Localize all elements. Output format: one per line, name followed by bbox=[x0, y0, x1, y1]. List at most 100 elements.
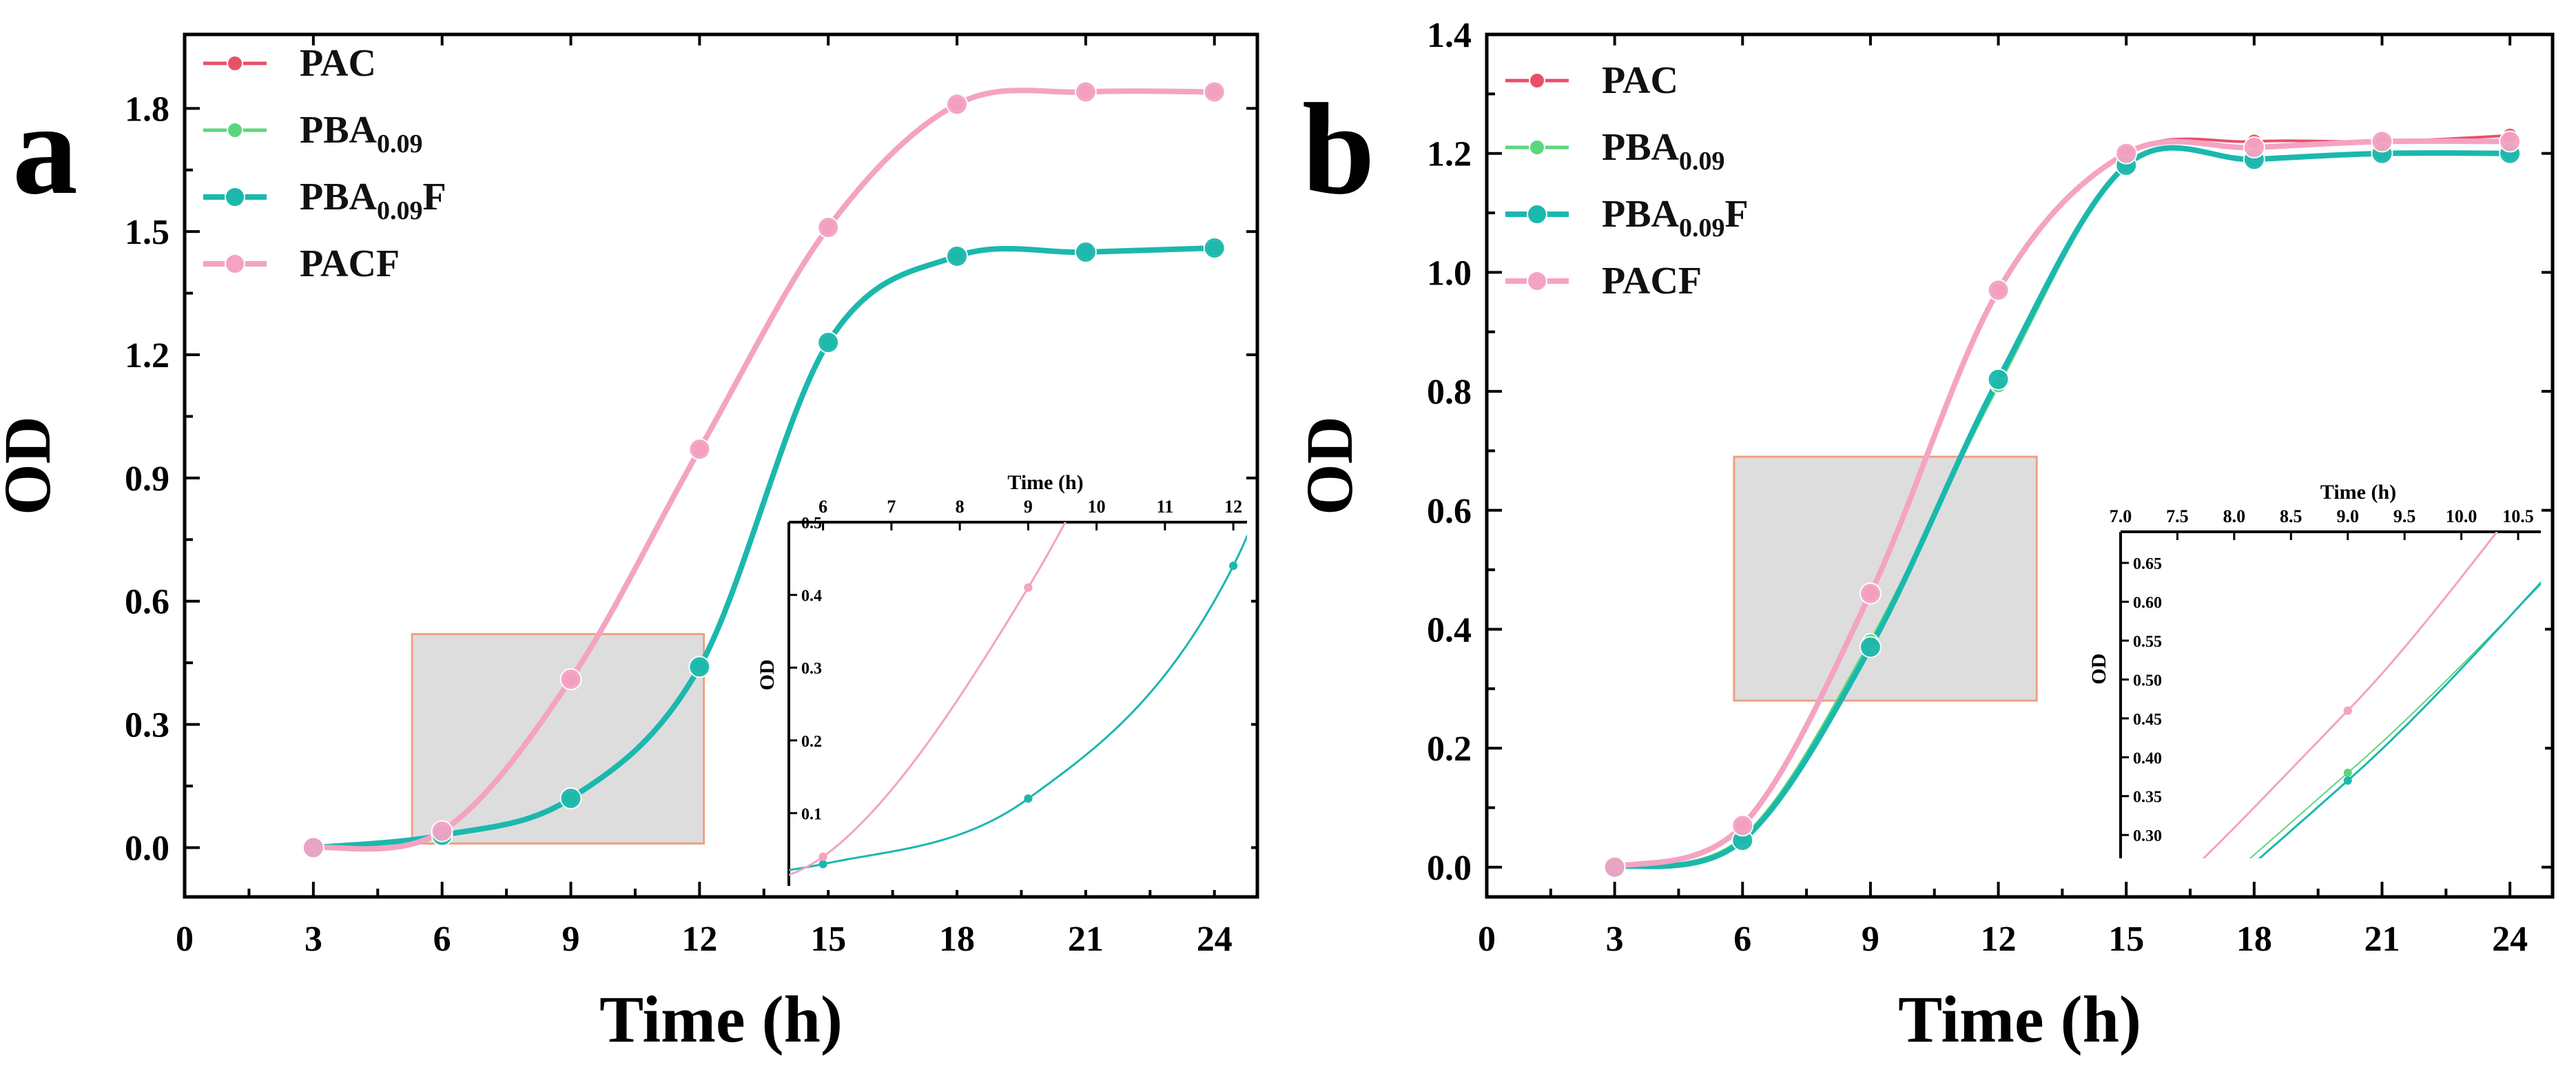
y-tick-label: 0.0 bbox=[1427, 849, 1472, 888]
y-tick-label: 0.9 bbox=[125, 459, 169, 499]
y-tick-label: 0.6 bbox=[125, 583, 169, 622]
x-tick-label: 0 bbox=[1478, 920, 1496, 959]
data-point bbox=[817, 331, 840, 354]
data-point bbox=[2115, 142, 2138, 165]
inset-y-axis-title: OD bbox=[2088, 654, 2110, 685]
inset-x-tick-label: 12 bbox=[1224, 497, 1242, 517]
data-point bbox=[559, 668, 582, 691]
inset-y-tick-label: 0.5 bbox=[801, 515, 822, 532]
inset-x-tick-label: 7.5 bbox=[2166, 506, 2189, 526]
data-point bbox=[1603, 856, 1626, 878]
inset-y-tick-label: 0.65 bbox=[2133, 555, 2162, 573]
inset-x-tick-label: 9 bbox=[1024, 497, 1033, 517]
legend-entry-PAC: PAC bbox=[1602, 59, 1678, 102]
inset-x-tick-label: 7.0 bbox=[2110, 506, 2132, 526]
inset-x-tick-label: 9.0 bbox=[2336, 506, 2359, 526]
data-point bbox=[1987, 279, 2010, 302]
x-tick-label: 15 bbox=[2108, 920, 2144, 959]
data-point bbox=[2499, 130, 2522, 153]
inset-y-tick-label: 0.30 bbox=[2133, 827, 2162, 845]
inset-data-point bbox=[1024, 583, 1033, 592]
inset-y-tick-label: 0.4 bbox=[801, 588, 822, 606]
inset-x-tick-label: 6 bbox=[818, 497, 827, 517]
inset-plot: 7.0 7.5 8.0 8.5 9.0 9.5 10.0 10.5 0.30 0.35 0.40 0.… bbox=[2088, 481, 2545, 862]
inset-data-point bbox=[2343, 706, 2352, 715]
plot-frame bbox=[1485, 32, 2555, 899]
data-point bbox=[817, 216, 840, 239]
inset-y-tick-label: 0.2 bbox=[801, 733, 822, 751]
series-line-PBA0.09F bbox=[310, 245, 1217, 851]
inset-data-point bbox=[1229, 561, 1238, 570]
legend-marker bbox=[225, 254, 245, 274]
inset-plot: 6 7 8 9 10 11 12 0.1 0.2 0.3 0.4 0.5 Time (h) OD bbox=[756, 471, 1251, 890]
panel-letter: b bbox=[1302, 77, 1375, 222]
y-tick-label: 1.2 bbox=[1427, 135, 1472, 174]
inset-x-tick-label: 9.5 bbox=[2393, 506, 2416, 526]
x-tick-label: 6 bbox=[1733, 920, 1751, 959]
data-point bbox=[1731, 814, 1754, 837]
data-point bbox=[946, 245, 969, 267]
panel-letter: a bbox=[12, 77, 78, 222]
y-tick-label: 0.0 bbox=[125, 829, 169, 868]
data-point bbox=[431, 820, 453, 842]
x-tick-label: 18 bbox=[939, 920, 975, 959]
inset-data-point bbox=[2343, 776, 2352, 785]
data-point bbox=[1859, 582, 1882, 605]
data-point bbox=[1859, 636, 1882, 659]
data-point bbox=[2243, 136, 2265, 159]
inset-y-tick-label: 0.55 bbox=[2133, 633, 2162, 651]
legend-marker bbox=[1529, 139, 1545, 156]
x-tick-label: 3 bbox=[305, 920, 322, 959]
x-tick-label: 9 bbox=[1862, 920, 1879, 959]
inset-x-axis-title: Time (h) bbox=[2320, 481, 2396, 504]
legend-marker bbox=[1527, 204, 1547, 225]
plot-frame bbox=[183, 32, 1259, 899]
panel-b: 0 3 6 9 12 15 18 21 24 0.0 0.2 0.4 0.6 0.8 1.0 1.2 1.4 Ti… bbox=[1292, 16, 2555, 1056]
data-point bbox=[1203, 237, 1226, 260]
y-tick-label: 1.4 bbox=[1427, 16, 1472, 55]
legend-entry-PBA0.09F: PBA0.09F bbox=[300, 176, 446, 225]
inset-x-tick-label: 8.0 bbox=[2223, 506, 2246, 526]
data-point bbox=[302, 836, 324, 859]
legend-entry-PBA0.09: PBA0.09 bbox=[300, 109, 423, 158]
x-tick-label: 9 bbox=[562, 920, 580, 959]
inset-series bbox=[2202, 532, 2541, 858]
series-line-PACF bbox=[310, 87, 1217, 852]
y-axis-title: OD bbox=[0, 416, 64, 515]
x-tick-label: 0 bbox=[176, 920, 194, 959]
legend-entry-PBA0.09: PBA0.09 bbox=[1602, 126, 1725, 176]
inset-y-tick-label: 0.40 bbox=[2133, 749, 2162, 767]
inset-y-tick-label: 0.45 bbox=[2133, 711, 2162, 729]
inset-data-point bbox=[1024, 794, 1033, 803]
zoom-region bbox=[411, 632, 705, 845]
inset-x-tick-label: 8 bbox=[956, 497, 965, 517]
x-tick-label: 18 bbox=[2236, 920, 2272, 959]
legend-marker bbox=[227, 122, 243, 138]
y-tick-label: 1.5 bbox=[125, 213, 169, 252]
inset-background bbox=[2116, 528, 2545, 862]
x-tick-label: 3 bbox=[1606, 920, 1624, 959]
y-tick-label: 0.8 bbox=[1427, 373, 1472, 412]
inset-x-tick-label: 10 bbox=[1088, 497, 1106, 517]
data-point bbox=[1074, 240, 1097, 263]
inset-x-axis-title: Time (h) bbox=[1007, 471, 1083, 494]
inset-series bbox=[789, 522, 1247, 876]
legend-marker bbox=[225, 187, 245, 207]
x-tick-label: 24 bbox=[2492, 920, 2528, 959]
x-tick-label: 12 bbox=[1981, 920, 2017, 959]
inset-x-tick-label: 10.0 bbox=[2446, 506, 2477, 526]
inset-line-PACF bbox=[789, 522, 1067, 876]
x-tick-label: 21 bbox=[1068, 920, 1104, 959]
y-tick-label: 1.0 bbox=[1427, 254, 1472, 293]
x-tick-label: 21 bbox=[2364, 920, 2400, 959]
legend-entry-PACF: PACF bbox=[300, 242, 400, 285]
inset-y-tick-label: 0.1 bbox=[801, 805, 822, 823]
inset-x-tick-label: 10.5 bbox=[2502, 506, 2534, 526]
data-point bbox=[1987, 368, 2010, 391]
y-tick-label: 0.2 bbox=[1427, 730, 1472, 769]
legend-marker bbox=[227, 55, 243, 72]
inset-data-point bbox=[2343, 768, 2352, 777]
x-tick-label: 15 bbox=[810, 920, 846, 959]
legend-entry-PACF: PACF bbox=[1602, 260, 1702, 302]
